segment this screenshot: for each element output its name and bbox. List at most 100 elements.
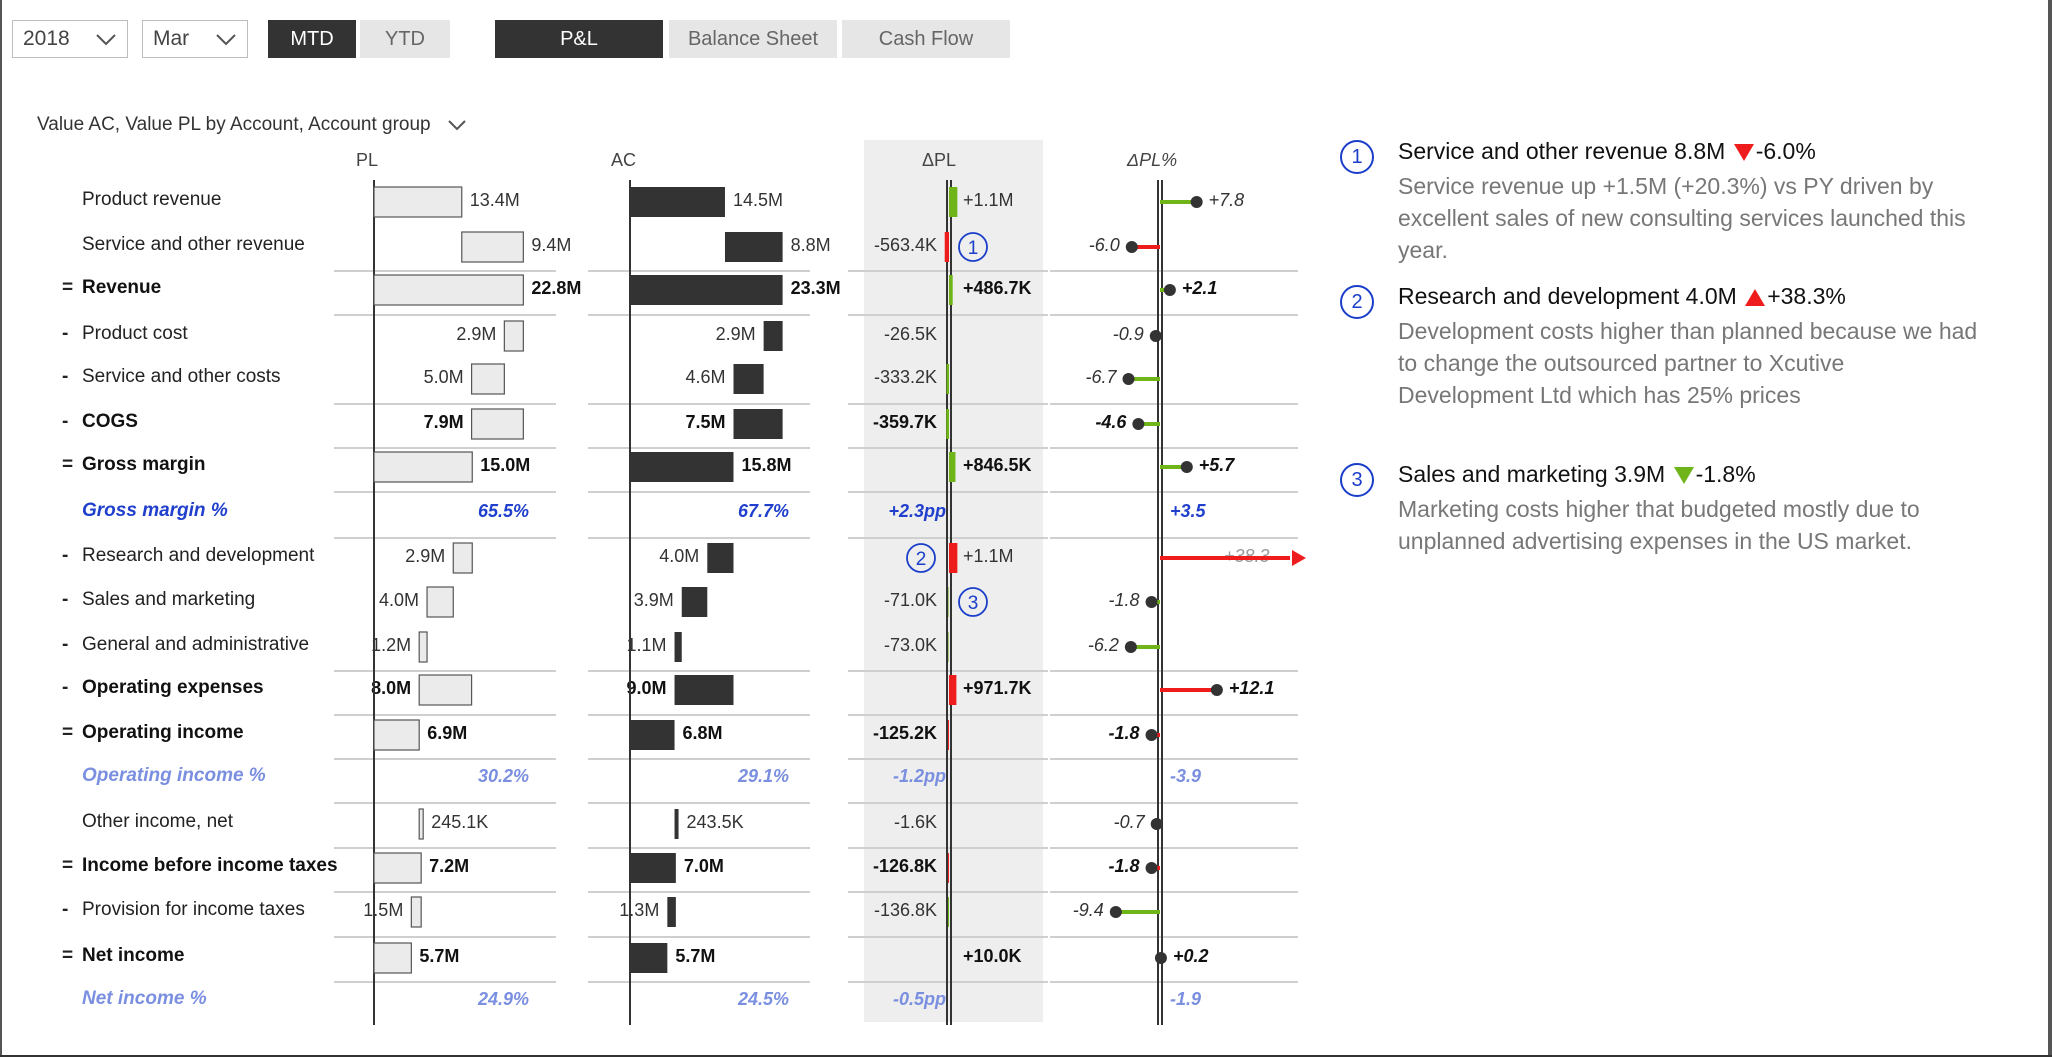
row-label: Service and other costs bbox=[82, 366, 281, 387]
delta-pl-value-label: -71.0K bbox=[883, 590, 937, 610]
delta-pl-value-label: -26.5K bbox=[883, 324, 937, 344]
pl-value-label: 13.4M bbox=[469, 190, 520, 210]
row-separator bbox=[334, 757, 556, 760]
row-separator bbox=[1050, 713, 1298, 716]
ac-value-label: 2.9M bbox=[715, 324, 756, 344]
delta-pl-bar bbox=[944, 232, 949, 262]
window-left-edge bbox=[0, 0, 2, 1057]
row-label: COGS bbox=[82, 411, 138, 432]
ac-bar bbox=[674, 632, 682, 662]
ac-value-label: 243.5K bbox=[686, 812, 744, 832]
row-separator bbox=[334, 446, 556, 449]
chevron-down-icon bbox=[96, 34, 116, 46]
year-dropdown-value: 2018 bbox=[23, 27, 70, 50]
mtd-toggle[interactable]: MTD bbox=[268, 20, 356, 58]
delta-pl-pct-dot bbox=[1210, 684, 1223, 696]
row-label: Revenue bbox=[82, 277, 162, 298]
delta-pl-pct-value-label: +3.5 bbox=[1170, 501, 1206, 521]
row-separator bbox=[1050, 669, 1298, 672]
comment-title-text: Research and development 4.0M bbox=[1398, 283, 1737, 309]
tab-pl[interactable]: P&L bbox=[495, 20, 663, 58]
ac-bar bbox=[763, 321, 783, 351]
delta-pl-pct-value-label: +7.8 bbox=[1208, 190, 1245, 210]
row-separator bbox=[334, 314, 556, 316]
ac-value-label: 6.8M bbox=[682, 723, 723, 743]
delta-pl-pct-value-label: -0.9 bbox=[1112, 324, 1144, 344]
row-label: Gross margin bbox=[82, 454, 206, 475]
delta-pl-value-label: +486.7K bbox=[963, 278, 1032, 298]
pl-value-label: 15.0M bbox=[480, 455, 531, 475]
visual-title-text: Value AC, Value PL by Account, Account g… bbox=[37, 114, 431, 135]
ac-bar bbox=[674, 809, 679, 839]
comment-marker-circle bbox=[906, 543, 936, 573]
pl-value-label: 7.2M bbox=[429, 856, 470, 876]
row-operator: = bbox=[62, 855, 74, 876]
pl-bar bbox=[410, 896, 422, 928]
ac-value-label: 7.0M bbox=[683, 856, 724, 876]
delta-pl-pct-dot bbox=[1145, 596, 1158, 608]
row-separator bbox=[334, 669, 556, 672]
row-separator bbox=[1050, 269, 1298, 272]
pl-value-label: 245.1K bbox=[431, 812, 489, 832]
row-operator: - bbox=[62, 634, 69, 655]
row-separator bbox=[588, 713, 810, 716]
delta-pl-bar bbox=[948, 720, 949, 750]
delta-pl-value-label: -359.7K bbox=[872, 412, 937, 432]
ac-bar bbox=[724, 232, 783, 262]
delta-pl-pct-dot bbox=[1145, 729, 1158, 741]
comment-title-text: Sales and marketing 3.9M bbox=[1398, 461, 1666, 487]
visual-title[interactable]: Value AC, Value PL by Account, Account g… bbox=[37, 114, 467, 136]
delta-pl-pct-dot bbox=[1180, 461, 1193, 473]
delta-pl-bar bbox=[949, 675, 957, 705]
delta-pl-pct-dot bbox=[1190, 196, 1203, 208]
ac-value-label: 24.5% bbox=[738, 989, 790, 1009]
row-label: Product revenue bbox=[82, 189, 222, 210]
ac-bar bbox=[707, 543, 734, 573]
row-separator bbox=[1050, 802, 1298, 804]
row-label: Operating income % bbox=[82, 765, 266, 786]
row-separator bbox=[588, 402, 810, 405]
pl-bar bbox=[373, 451, 473, 483]
row-operator: = bbox=[62, 722, 74, 743]
tab-balance-sheet[interactable]: Balance Sheet bbox=[669, 20, 837, 58]
pl-value-label: 22.8M bbox=[531, 278, 582, 298]
pl-bar bbox=[461, 231, 524, 263]
ac-bar bbox=[667, 897, 676, 927]
delta-pl-bar bbox=[946, 364, 949, 394]
comment-title-text: Service and other revenue 8.8M bbox=[1398, 138, 1726, 164]
row-operator: - bbox=[62, 366, 69, 387]
tab-cash-flow[interactable]: Cash Flow bbox=[842, 20, 1010, 58]
row-separator bbox=[334, 491, 556, 493]
ac-value-label: 23.3M bbox=[790, 278, 841, 298]
pl-value-label: 30.2% bbox=[478, 766, 530, 786]
delta-pl-value-label: +846.5K bbox=[963, 455, 1032, 475]
delta-pl-pct-value-label: -6.0 bbox=[1088, 235, 1120, 255]
delta-pl-bar bbox=[949, 452, 956, 482]
delta-pl-value-label: -1.2pp bbox=[892, 766, 946, 786]
row-separator bbox=[334, 536, 556, 539]
pl-bar bbox=[373, 274, 524, 306]
ac-value-label: 29.1% bbox=[738, 766, 790, 786]
delta-pl-pct-dot bbox=[1109, 906, 1122, 918]
delta-pl-bar bbox=[948, 853, 949, 883]
pl-bar bbox=[470, 363, 505, 395]
delta-pl-pct-dot bbox=[1150, 818, 1163, 830]
comment-marker-number: 2 bbox=[916, 549, 927, 570]
row-separator bbox=[1050, 402, 1298, 405]
ytd-toggle[interactable]: YTD bbox=[360, 20, 450, 58]
row-separator bbox=[1050, 536, 1298, 539]
ac-bar bbox=[674, 675, 734, 705]
pl-bar bbox=[373, 852, 422, 884]
delta-pl-bar bbox=[948, 587, 949, 617]
ac-bar bbox=[733, 364, 764, 394]
year-dropdown[interactable]: 2018 bbox=[12, 20, 128, 58]
delta-pl-pct-value-label: -3.9 bbox=[1170, 766, 1202, 786]
ac-value-label: 15.8M bbox=[741, 455, 792, 475]
chevron-down-icon bbox=[447, 120, 466, 131]
month-dropdown[interactable]: Mar bbox=[142, 20, 248, 58]
ac-value-label: 4.0M bbox=[659, 546, 700, 566]
row-operator: = bbox=[62, 945, 74, 966]
pl-bar bbox=[373, 186, 463, 218]
row-separator bbox=[588, 847, 810, 849]
triangle-down-icon bbox=[1673, 467, 1694, 485]
